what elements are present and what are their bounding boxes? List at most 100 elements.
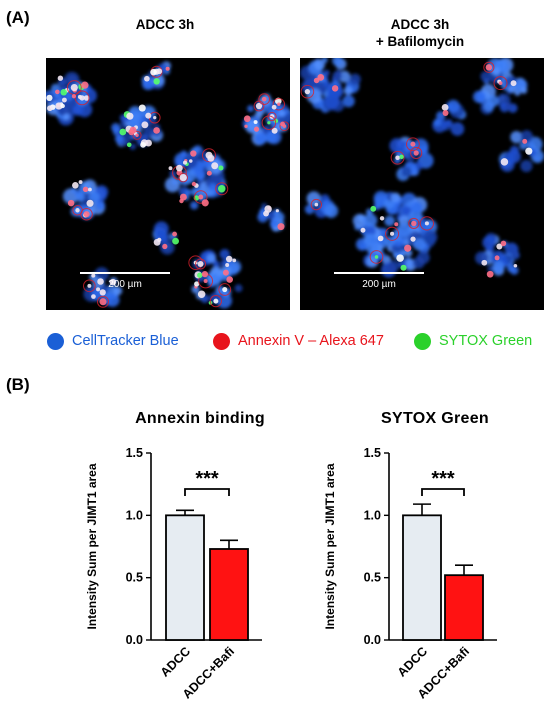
cell	[324, 203, 339, 218]
cell	[441, 103, 449, 111]
cell	[191, 285, 201, 294]
cell	[412, 237, 426, 251]
cell	[483, 100, 495, 112]
annexin-ring	[74, 90, 90, 106]
annexin-ring	[369, 250, 384, 264]
cell	[267, 121, 271, 125]
cell	[179, 198, 184, 204]
cell	[527, 136, 543, 152]
cell	[247, 105, 255, 113]
cell	[508, 84, 517, 93]
cell	[64, 93, 73, 101]
cell	[81, 81, 89, 89]
cell	[472, 90, 486, 104]
cell	[91, 273, 96, 278]
annexin-ring	[195, 258, 207, 270]
y-tick-label: 0.5	[126, 571, 143, 585]
y-axis-label: Intensity Sum per JIMT1 area	[323, 463, 337, 629]
cell	[156, 68, 163, 75]
cell	[416, 251, 430, 265]
cell	[190, 150, 197, 157]
cell	[144, 75, 150, 82]
panel-a-label: (A)	[6, 8, 30, 27]
cell	[389, 138, 405, 154]
cell	[172, 237, 179, 245]
cell	[244, 124, 248, 129]
cell	[365, 233, 377, 246]
cell	[191, 187, 201, 197]
chart-1: Intensity Sum per JIMT1 area 0.0 0.5 1.0 1.5…	[323, 446, 497, 702]
legend-dot-blue	[47, 332, 64, 350]
cell	[57, 75, 64, 81]
cell	[446, 99, 460, 113]
cell	[83, 95, 90, 101]
cell	[96, 287, 101, 292]
cell	[112, 286, 123, 296]
legend-label: SYTOX Green	[439, 333, 533, 349]
cell	[82, 186, 89, 193]
cell	[396, 254, 404, 262]
cell	[197, 261, 204, 268]
annexin-ring	[261, 115, 277, 131]
cell	[111, 122, 121, 133]
cell	[480, 71, 492, 82]
cell	[510, 80, 517, 87]
image-title-adcc: ADCC 3h	[100, 16, 230, 33]
cell	[176, 164, 183, 172]
cell	[306, 191, 322, 206]
legend-item-annexin: Annexin V – Alexa 647	[213, 330, 384, 352]
cell	[70, 84, 78, 92]
cell	[75, 208, 80, 213]
chart-title-sytox: SYTOX Green	[381, 410, 489, 427]
cell	[510, 130, 523, 144]
cell	[314, 59, 326, 71]
cell	[203, 278, 208, 283]
cell	[119, 128, 127, 136]
cell	[126, 142, 132, 148]
annexin-ring	[385, 226, 400, 241]
annexin-ring	[209, 295, 222, 308]
cell	[71, 94, 77, 99]
annexin-ring	[483, 61, 495, 73]
cell	[197, 290, 206, 299]
cell	[197, 272, 203, 278]
cell	[99, 289, 106, 296]
legend-dot-red	[213, 332, 230, 350]
cell	[404, 244, 412, 252]
cell	[411, 220, 417, 227]
annexin-ring	[83, 279, 96, 293]
cell	[77, 94, 82, 99]
cell	[184, 189, 192, 196]
significance-label: ***	[195, 468, 219, 490]
annexin-ring	[408, 217, 420, 230]
cell	[323, 69, 330, 77]
cell	[105, 292, 120, 307]
annexin-ring	[493, 76, 508, 91]
cell	[277, 223, 285, 231]
cell	[55, 89, 60, 95]
cell	[172, 231, 178, 237]
annexin-ring	[193, 190, 208, 204]
image-title-line1: ADCC 3h	[390, 17, 450, 32]
cell	[525, 147, 533, 155]
cell	[191, 181, 197, 187]
cell	[138, 104, 146, 112]
cell	[47, 105, 53, 112]
cell	[97, 278, 104, 285]
cell	[198, 194, 204, 200]
cell	[153, 221, 169, 237]
cell	[189, 159, 193, 163]
cell	[492, 260, 505, 274]
cell	[332, 58, 343, 66]
cell	[63, 113, 70, 121]
annexin-ring	[215, 182, 229, 196]
cell	[317, 74, 325, 81]
legend-label: Annexin V – Alexa 647	[238, 333, 384, 349]
cell	[126, 112, 134, 120]
panel-b-label: (B)	[6, 375, 30, 394]
cell	[72, 182, 79, 189]
annexin-ring	[310, 198, 322, 211]
cell	[145, 139, 152, 147]
cell	[150, 68, 157, 76]
bar-adcc	[165, 514, 205, 641]
